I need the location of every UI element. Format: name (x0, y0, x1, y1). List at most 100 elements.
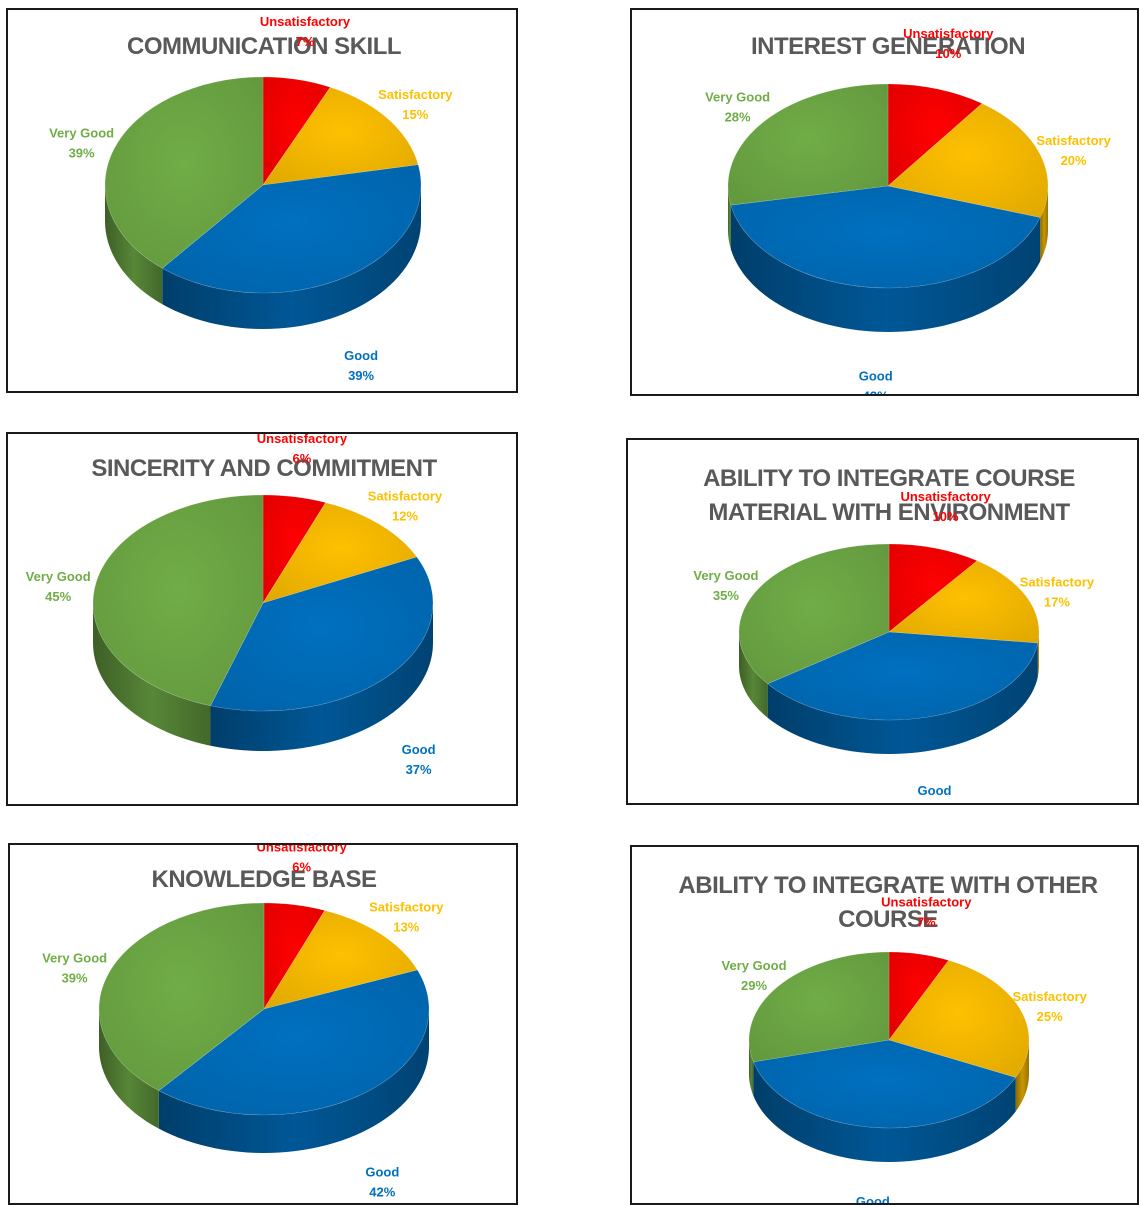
pie-slice-good (730, 185, 1041, 289)
pie-slice-unsatisfactory (887, 83, 983, 187)
data-label-value: 37% (406, 762, 432, 777)
pie-slice-very-good (748, 951, 890, 1063)
pie-side-satisfactory (1015, 1040, 1029, 1112)
data-label-value: 6% (293, 451, 312, 466)
data-label-category: Good (365, 1165, 399, 1180)
data-label-category: Good (402, 742, 436, 757)
data-label-very-good: Very Good 39% (49, 125, 114, 160)
pie-side-good (158, 1009, 429, 1153)
data-label-unsatisfactory: Unsatisfactory 7% (260, 14, 351, 49)
data-label-good: Good 42% (365, 1165, 399, 1200)
pie-slice-unsatisfactory (888, 543, 978, 633)
pie-chart-ability-to-integrate-course-material: ABILITY TO INTEGRATE COURSE MATERIAL WITH… (626, 438, 1139, 805)
chart-title: COMMUNICATION SKILL (127, 33, 401, 60)
pie-sides (739, 632, 1039, 754)
pie-slice-unsatisfactory (888, 951, 950, 1041)
data-label-category: Very Good (26, 569, 91, 584)
data-label-category: Unsatisfactory (903, 26, 994, 41)
data-label-very-good: Very Good 28% (705, 90, 770, 125)
pie-side-very-good (739, 632, 768, 718)
pie-slice-satisfactory (263, 910, 418, 1010)
pie-side-very-good (93, 603, 211, 746)
pie-slice-very-good (104, 76, 264, 269)
data-label-category: Unsatisfactory (257, 845, 348, 855)
data-label-unsatisfactory: Unsatisfactory 10% (900, 489, 991, 524)
data-label-value: 15% (402, 107, 428, 122)
data-label-category: Good (856, 1194, 890, 1203)
data-label-value: 10% (935, 46, 961, 61)
pie-sides (99, 1009, 429, 1153)
pie-chart-svg: COMMUNICATION SKILL Unsatisfactory 7% Satis… (49, 14, 453, 383)
data-label-category: Satisfactory (369, 900, 444, 915)
data-label-value: 39% (69, 145, 95, 160)
data-label-value: 13% (393, 920, 419, 935)
pie-chart-knowledge-base: KNOWLEDGE BASE Unsatisfactory 6% Satisfacto… (8, 843, 518, 1205)
data-label-value: 29% (741, 978, 767, 993)
data-label-category: Very Good (721, 958, 786, 973)
pie-slice-good (161, 164, 422, 294)
data-label-value: 6% (292, 860, 311, 875)
data-label-very-good: Very Good 39% (42, 950, 107, 985)
data-label-satisfactory: Satisfactory 13% (369, 900, 444, 935)
pie-side-good (730, 205, 1041, 332)
data-label-unsatisfactory: Unsatisfactory 10% (903, 26, 994, 61)
data-label-value: 17% (1044, 595, 1070, 610)
data-label-category: Satisfactory (368, 489, 443, 504)
data-label-category: Very Good (693, 568, 758, 583)
pie-slice-good (158, 969, 430, 1116)
data-label-category: Good (859, 368, 893, 383)
pie-chart-ability-to-integrate-other-course: ABILITY TO INTEGRATE WITH OTHER COURSE Uns… (630, 845, 1139, 1205)
pie-side-very-good (728, 186, 731, 250)
data-label-very-good: Very Good 35% (693, 568, 758, 603)
data-label-value: 39% (62, 970, 88, 985)
data-label-very-good: Very Good 29% (721, 958, 786, 993)
pie-slice-satisfactory (262, 86, 419, 186)
pie-side-very-good (105, 185, 163, 305)
data-label-very-good: Very Good 45% (26, 569, 91, 604)
data-label-category: Unsatisfactory (257, 434, 348, 446)
data-label-category: Very Good (705, 90, 770, 105)
data-label-value: 12% (392, 509, 418, 524)
pie-chart-svg: SINCERITY AND COMMITMENT Unsatisfactory 6%… (26, 434, 443, 777)
pie-sides (105, 185, 422, 329)
chart-title: ABILITY TO INTEGRATE COURSE MATERIAL WITH… (703, 465, 1075, 526)
pie-chart-svg: ABILITY TO INTEGRATE COURSE MATERIAL WITH… (693, 465, 1095, 803)
pie-slice-satisfactory (888, 960, 1030, 1078)
pie-slice-very-good (98, 902, 265, 1092)
data-label-value: 10% (933, 509, 959, 524)
data-label-satisfactory: Satisfactory 17% (1020, 575, 1095, 610)
pie-sides (93, 603, 433, 751)
data-label-value: 20% (1061, 153, 1087, 168)
data-label-value: 28% (725, 110, 751, 125)
pie-side-very-good (99, 1009, 159, 1129)
pie-slice-unsatisfactory (263, 902, 326, 1011)
pie-chart-svg: KNOWLEDGE BASE Unsatisfactory 6% Satisfacto… (42, 845, 444, 1200)
data-label-category: Satisfactory (378, 87, 453, 102)
pie-side-very-good (749, 1040, 754, 1096)
pie-slice-very-good (727, 83, 889, 206)
data-label-satisfactory: Satisfactory 25% (1012, 989, 1087, 1024)
data-label-good: Good38% (918, 783, 952, 803)
data-label-value: 45% (45, 589, 71, 604)
data-label-value: 42% (863, 388, 889, 394)
pie-slice-good (210, 556, 434, 712)
data-label-value: 25% (1037, 1009, 1063, 1024)
data-label-category: Unsatisfactory (881, 894, 972, 909)
data-label-value: 39% (348, 368, 374, 383)
chart-title: ABILITY TO INTEGRATE WITH OTHER COURSE (678, 872, 1097, 933)
data-label-category: Very Good (42, 950, 107, 965)
data-label-unsatisfactory: Unsatisfactory 6% (257, 434, 348, 466)
pie-chart-svg: ABILITY TO INTEGRATE WITH OTHER COURSEUns… (678, 872, 1098, 1203)
pie-side-good (753, 1061, 1016, 1162)
chart-title: SINCERITY AND COMMITMENT (91, 455, 437, 482)
data-label-satisfactory: Satisfactory 15% (378, 87, 453, 122)
pie-side-good (162, 185, 422, 329)
pie-side-good (767, 643, 1038, 754)
pie-slice-unsatisfactory (262, 76, 331, 186)
data-label-value: 42% (369, 1185, 395, 1200)
data-label-good: Good 37% (402, 742, 436, 777)
pie-slice-satisfactory (262, 502, 418, 604)
